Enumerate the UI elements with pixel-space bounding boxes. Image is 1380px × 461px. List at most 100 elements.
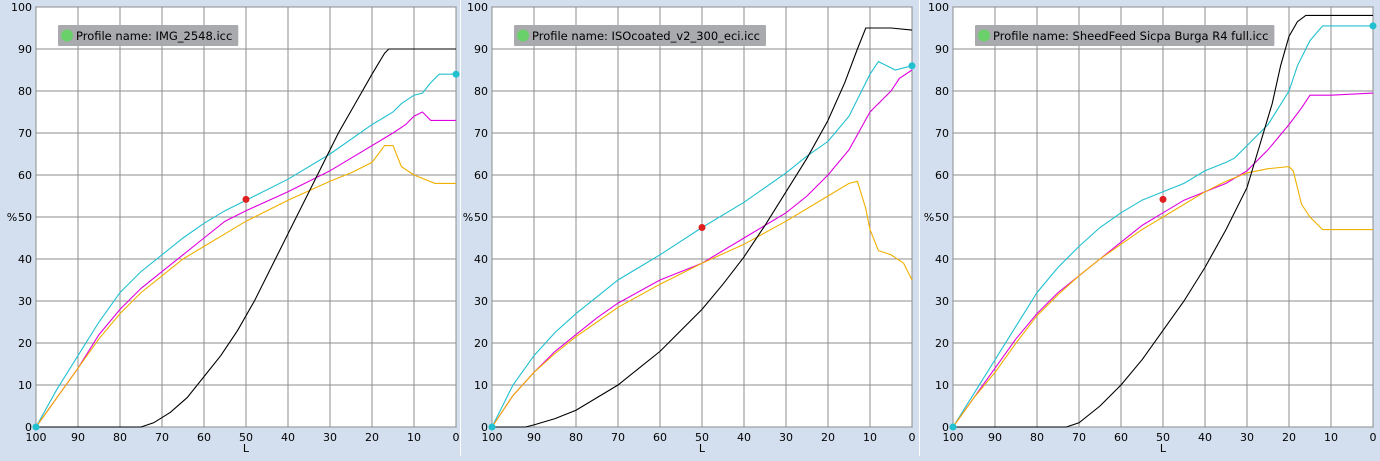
series-cyan-line	[491, 60, 913, 428]
x-tick-label: 10	[407, 431, 421, 444]
y-tick-label: 60	[935, 169, 949, 182]
x-tick-label: 80	[113, 431, 127, 444]
x-tick-label: 80	[569, 431, 583, 444]
x-tick-label: 50	[695, 431, 709, 444]
x-tick-label: 40	[737, 431, 751, 444]
x-tick-label: 0	[909, 431, 916, 444]
y-tick-label: 70	[18, 127, 32, 140]
profile-label-text: Profile name: IMG_2548.icc	[76, 29, 232, 43]
x-tick-label: 0	[453, 431, 460, 444]
y-tick-label: 40	[18, 253, 32, 266]
x-axis-label: L	[699, 442, 706, 455]
y-tick-label: 70	[474, 127, 488, 140]
x-tick-label: 30	[323, 431, 337, 444]
y-tick-label: 90	[474, 43, 488, 56]
x-tick-label: 60	[1114, 431, 1128, 444]
chart-panel-3: 100 90 80 70 60 50 40 30 20 10 0010203040506070809…	[919, 0, 1380, 456]
y-tick-label: 20	[18, 337, 32, 350]
y-tick-label: 50	[474, 211, 488, 224]
status-dot-icon	[517, 29, 529, 42]
x-tick-label: 40	[1198, 431, 1212, 444]
y-tick-label: 80	[935, 85, 949, 98]
profile-label-badge	[514, 25, 766, 46]
x-tick-label: 100	[482, 431, 503, 444]
profile-label-badge	[58, 25, 239, 46]
y-tick-label: 60	[474, 169, 488, 182]
y-tick-label: 40	[935, 253, 949, 266]
y-tick-label: 30	[18, 295, 32, 308]
y-axis-label: %	[463, 211, 473, 224]
series-magenta-line	[491, 69, 913, 428]
y-tick-label: 0	[25, 421, 32, 434]
y-tick-label: 80	[474, 85, 488, 98]
endpoint-marker	[949, 423, 957, 431]
endpoint-marker	[32, 423, 40, 431]
y-tick-label: 100	[467, 1, 488, 14]
endpoint-marker	[1369, 22, 1377, 30]
series-yellow-line	[952, 166, 1373, 428]
x-tick-label: 50	[239, 431, 253, 444]
y-tick-label: 30	[935, 295, 949, 308]
y-tick-label: 50	[18, 211, 32, 224]
x-tick-label: 40	[281, 431, 295, 444]
series-yellow-line	[491, 180, 913, 428]
profile-label-badge	[975, 25, 1275, 46]
y-tick-label: 100	[928, 1, 949, 14]
x-tick-label: 70	[1072, 431, 1086, 444]
y-tick-label: 30	[474, 295, 488, 308]
midpoint-marker	[698, 224, 706, 231]
x-tick-label: 20	[821, 431, 835, 444]
midpoint-marker	[1159, 195, 1167, 203]
series-cyan-line	[952, 25, 1373, 428]
x-tick-label: 20	[1282, 431, 1296, 444]
series-black-line	[492, 27, 913, 428]
y-tick-label: 10	[935, 379, 949, 392]
y-tick-label: 50	[935, 211, 949, 224]
y-tick-label: 100	[11, 1, 32, 14]
series-magenta-line	[35, 111, 456, 428]
profile-label-text: Profile name: ISOcoated_v2_300_eci.icc	[532, 29, 760, 43]
chart-panel-2: 100 90 80 70 60 50 40 30 20 10 0010203040506070809…	[460, 0, 919, 456]
x-tick-label: 100	[26, 431, 47, 444]
x-axis-label: L	[243, 442, 250, 455]
y-tick-label: 90	[18, 43, 32, 56]
y-tick-label: 10	[18, 379, 32, 392]
x-tick-label: 10	[1324, 431, 1338, 444]
x-tick-label: 10	[863, 431, 877, 444]
y-tick-label: 0	[481, 421, 488, 434]
y-tick-label: 60	[18, 169, 32, 182]
endpoint-marker	[452, 70, 460, 78]
x-tick-label: 80	[1030, 431, 1044, 444]
x-tick-label: 100	[943, 431, 964, 444]
x-tick-label: 30	[779, 431, 793, 444]
series-magenta-line	[952, 92, 1374, 428]
status-dot-icon	[978, 29, 990, 42]
y-tick-label: 80	[18, 85, 32, 98]
y-tick-label: 70	[935, 127, 949, 140]
endpoint-marker	[488, 423, 496, 431]
y-tick-label: 20	[935, 337, 949, 350]
x-tick-label: 0	[1370, 431, 1377, 444]
series-black-line	[953, 14, 1373, 428]
chart-panel-1: 100 90 80 70 60 50 40 30 20 10 0010203040506070809…	[0, 0, 460, 456]
y-tick-label: 10	[474, 379, 488, 392]
y-axis-label: %	[7, 211, 17, 224]
x-tick-label: 60	[653, 431, 667, 444]
y-axis-label: %	[924, 211, 934, 224]
x-tick-label: 70	[155, 431, 169, 444]
x-tick-label: 60	[197, 431, 211, 444]
y-tick-label: 40	[474, 253, 488, 266]
x-tick-label: 90	[71, 431, 85, 444]
status-dot-icon	[61, 29, 73, 42]
x-tick-label: 20	[365, 431, 379, 444]
series-yellow-line	[35, 145, 456, 428]
y-tick-label: 90	[935, 43, 949, 56]
x-tick-label: 90	[527, 431, 541, 444]
series-black-line	[36, 48, 456, 428]
x-axis-label: L	[1160, 442, 1167, 455]
x-tick-label: 90	[988, 431, 1002, 444]
x-tick-label: 50	[1156, 431, 1170, 444]
x-tick-label: 70	[611, 431, 625, 444]
